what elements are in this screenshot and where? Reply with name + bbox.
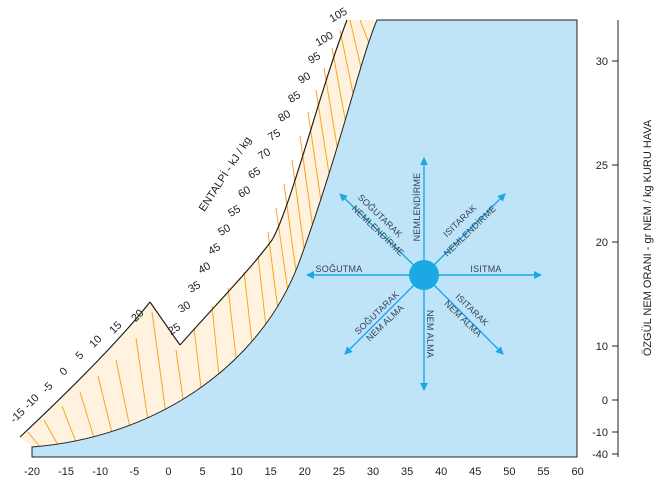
enthalpy-upper-line: [179, 19, 348, 346]
x-tick-label: 15: [265, 466, 277, 478]
hatch-line: [193, 327, 203, 397]
enthalpy-lower-label: 0: [57, 365, 70, 378]
hatch-line: [299, 135, 315, 237]
x-tick-label: 5: [199, 466, 205, 478]
enthalpy-lower-label: 15: [107, 319, 124, 336]
arrow-up-left: [339, 193, 425, 276]
enthalpy-band: [20, 20, 377, 447]
x-axis-ticks: -20 -15 -10 -5 0 5 10 15 20 25 30 35 40 45 50 55 60: [24, 466, 584, 478]
x-tick-label: 60: [571, 466, 583, 478]
x-tick-label: 50: [503, 466, 515, 478]
hatch-line: [211, 305, 221, 387]
enthalpy-lower-label: -10: [22, 392, 42, 412]
hatch-line: [135, 337, 149, 422]
enthalpy-lower-line: [19, 301, 151, 438]
label-nemlendirme: NEMLENDİRME: [412, 173, 422, 242]
hatch-line: [331, 47, 347, 125]
y-tick-0: 0: [602, 395, 608, 407]
x-tick-label: -10: [92, 466, 108, 478]
x-tick-label: 25: [333, 466, 345, 478]
enthalpy-upper-label: 25: [166, 321, 183, 338]
y-axis-ticks: [612, 60, 618, 455]
enthalpy-upper-label: 80: [276, 108, 293, 125]
hatch-line: [115, 359, 131, 429]
label-isitma: ISITMA: [470, 264, 501, 274]
enthalpy-upper-label: 65: [246, 165, 263, 182]
hatch-line: [79, 391, 95, 439]
enthalpy-upper-label: 85: [286, 89, 303, 106]
label-nem-alma: NEM ALMA: [425, 310, 435, 358]
hatch-line: [151, 311, 167, 415]
y-axis-title: ÖZGÜL NEM ORANI - gr NEM / kg KURU HAVA: [642, 119, 654, 356]
x-tick-label: -15: [58, 466, 74, 478]
enthalpy-upper-label: 75: [266, 127, 283, 144]
enthalpy-lower-label: -15: [8, 406, 28, 426]
enthalpy-lower-label: 5: [73, 349, 86, 362]
arrow-down-left: [344, 274, 425, 355]
x-tick-label: 55: [537, 466, 549, 478]
enthalpy-upper-label: 45: [206, 241, 223, 258]
enthalpy-upper-label: 70: [256, 146, 273, 163]
hatch-line: [61, 405, 77, 443]
enthalpy-upper-label: 60: [236, 184, 253, 201]
y-tick-minus10: -10: [592, 427, 608, 439]
hatch-line: [359, 19, 371, 47]
enthalpy-upper-label: 100: [314, 30, 336, 50]
state-point: [409, 260, 439, 290]
arrow-up-right: [423, 193, 506, 276]
y-tick-25: 25: [596, 160, 608, 172]
hatch-line: [339, 29, 355, 99]
hatch-line: [27, 431, 41, 448]
enthalpy-upper-label: 35: [186, 279, 203, 296]
enthalpy-upper-label: 95: [306, 50, 323, 67]
hatch-line: [307, 111, 323, 209]
x-tick-label: 20: [299, 466, 311, 478]
hatch-line: [291, 159, 307, 263]
hatch-line: [175, 349, 185, 407]
x-tick-label: 45: [469, 466, 481, 478]
x-tick-label: 30: [367, 466, 379, 478]
enthalpy-step-line: [149, 301, 181, 346]
comfort-region: [31, 19, 578, 458]
hatch-line: [43, 419, 59, 446]
enthalpy-upper-label: 40: [196, 260, 213, 277]
enthalpy-upper-label: 55: [226, 203, 243, 220]
y-tick-20: 20: [596, 237, 608, 249]
enthalpy-lower-label: -5: [40, 380, 55, 395]
y-tick-30: 30: [596, 56, 608, 68]
x-tick-label: 35: [401, 466, 413, 478]
enthalpy-lower-label: 10: [87, 333, 104, 350]
x-tick-label: -20: [24, 466, 40, 478]
enthalpy-upper-label: 90: [296, 70, 313, 87]
enthalpy-upper-label: 30: [176, 299, 193, 316]
x-tick-label: -5: [129, 466, 139, 478]
hatch-line: [283, 183, 299, 287]
enthalpy-upper-label: 50: [216, 222, 233, 239]
label-sogutma: SOĞUTMA: [316, 264, 363, 274]
y-tick-minus40: -40: [592, 449, 608, 461]
hatch-line: [349, 19, 363, 73]
arrow-down-right: [423, 274, 504, 355]
enthalpy-title: ENTALPİ - kJ / kg: [196, 134, 254, 214]
process-arrows: [306, 157, 542, 391]
x-tick-label: 0: [165, 466, 171, 478]
x-tick-label: 10: [230, 466, 242, 478]
x-tick-label: 40: [435, 466, 447, 478]
y-tick-10: 10: [596, 341, 608, 353]
hatch-line: [97, 375, 113, 434]
